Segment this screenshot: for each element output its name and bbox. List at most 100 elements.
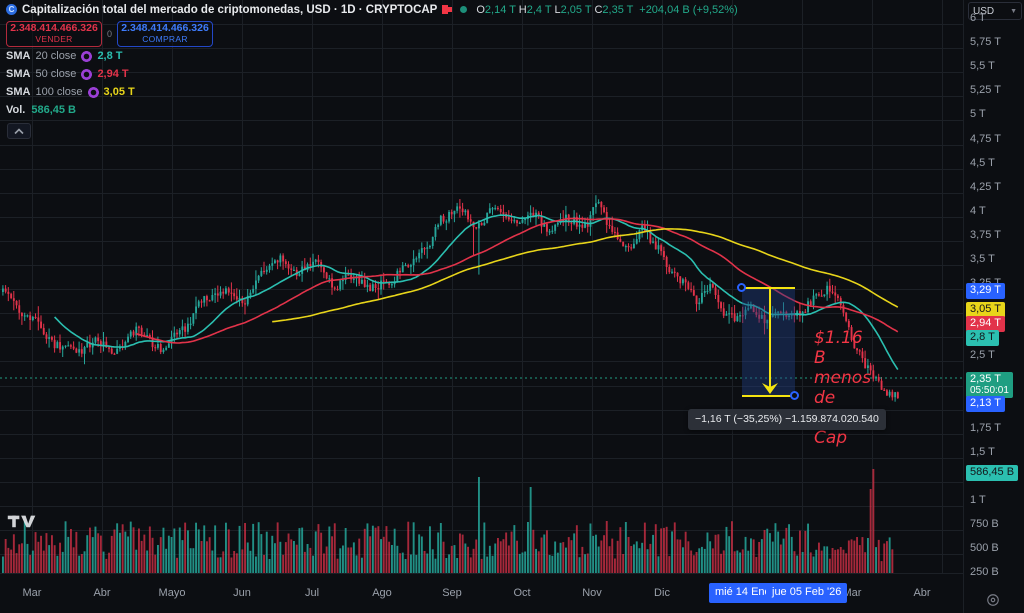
- countdown-timer: 05:50:01: [970, 385, 1009, 396]
- price-tag-value: 2,94 T: [970, 317, 1001, 329]
- grid-line-vertical: [172, 0, 173, 573]
- chart-plot-area[interactable]: $1.16 B menos de Market Cap −1,16 T (−35…: [0, 0, 963, 573]
- refresh-icon[interactable]: [87, 86, 99, 98]
- time-axis-tick: Jun: [233, 587, 251, 599]
- symbol-title-row[interactable]: C Capitalización total del mercado de cr…: [4, 2, 738, 17]
- price-axis-tick: 5,25 T: [970, 84, 1001, 97]
- grid-line-vertical: [802, 0, 803, 573]
- ohlc-low-value: 2,05 T: [560, 3, 592, 16]
- volume-series: [2, 469, 894, 573]
- indicator-name: SMA: [6, 50, 31, 62]
- page-title[interactable]: Capitalización total del mercado de crip…: [22, 3, 438, 16]
- grid-line-vertical: [732, 0, 733, 573]
- refresh-icon[interactable]: [81, 68, 93, 80]
- trade-buttons-row: 2.348.414.466.326 VENDER 0 2.348.414.466…: [4, 21, 738, 47]
- buy-price: 2.348.414.466.326: [121, 22, 209, 34]
- time-axis-tick: Abr: [913, 587, 931, 599]
- cryptocap-logo-icon: C: [6, 4, 17, 15]
- price-tag-value: 2,13 T: [970, 397, 1001, 409]
- indicator-value: 2,94 T: [97, 68, 129, 80]
- time-axis-tick: Jul: [304, 587, 320, 599]
- time-axis-tick: Abr: [93, 587, 111, 599]
- grid-line-horizontal: [0, 289, 963, 290]
- last-price-tag[interactable]: 2,35 T 05:50:01: [966, 372, 1013, 398]
- sell-button[interactable]: 2.348.414.466.326 VENDER: [6, 21, 102, 47]
- ohlc-open-label: O: [476, 3, 485, 16]
- price-axis-tick: 6 T: [970, 12, 986, 24]
- gear-icon[interactable]: [986, 593, 1000, 607]
- time-axis-tick: Mayo: [158, 587, 186, 599]
- grid-line-horizontal: [0, 482, 963, 483]
- price-axis-tick: 5 T: [970, 108, 986, 121]
- time-axis[interactable]: Mar Abr Mayo Jun Jul Ago Sep Oct Nov Dic Mar Abr mi…: [0, 573, 963, 613]
- grid-line-horizontal: [0, 24, 963, 25]
- time-axis-tick: Sep: [442, 587, 462, 599]
- grid-line-horizontal: [0, 506, 963, 507]
- grid-line-horizontal: [0, 530, 963, 531]
- indicator-legend-item[interactable]: SMA 20 close 2,8 T: [4, 47, 738, 65]
- collapse-legend-button[interactable]: [7, 123, 31, 139]
- indicator-args: 20 close: [35, 50, 77, 62]
- chevron-up-icon: [14, 127, 24, 134]
- price-axis[interactable]: USD ▼ 6 T 5,75 T 5,5 T 5,25 T 5 T 4,75 T 4,5 T…: [963, 0, 1024, 613]
- date-badge[interactable]: mié 14 Ene: [709, 583, 777, 603]
- time-axis-tick: Ago: [372, 587, 392, 599]
- market-open-dot-icon: [460, 6, 468, 13]
- grid-line-horizontal: [0, 241, 963, 242]
- price-tag-value: 586,45 B: [970, 466, 1015, 478]
- grid-line-vertical: [942, 0, 943, 573]
- grid-line-horizontal: [0, 48, 963, 49]
- price-axis-tick: 3,5 T: [970, 253, 995, 265]
- time-axis-tick: Mar: [22, 587, 42, 599]
- sma100-price-tag[interactable]: 3,05 T: [966, 302, 1005, 318]
- indicator-legend-item[interactable]: SMA 50 close 2,94 T: [4, 65, 738, 83]
- sma50-price-tag[interactable]: 2,94 T: [966, 316, 1005, 332]
- grid-line-vertical: [312, 0, 313, 573]
- ohlc-high-value: 2,4 T: [526, 3, 552, 16]
- date-badge[interactable]: jue 05 Feb '26: [766, 583, 848, 603]
- sell-label: VENDER: [35, 34, 73, 44]
- volume-legend[interactable]: Vol. 586,45 B: [4, 101, 738, 119]
- sell-price: 2.348.414.466.326: [10, 22, 98, 34]
- grid-line-horizontal: [0, 96, 963, 97]
- price-axis-tick: 5,75 T: [970, 36, 1001, 49]
- grid-line-horizontal: [0, 361, 963, 362]
- indicator-legend-item[interactable]: SMA 100 close 3,05 T: [4, 83, 738, 101]
- grid-line-vertical: [452, 0, 453, 573]
- volume-price-tag[interactable]: 586,45 B: [966, 465, 1019, 481]
- candlestick-icon[interactable]: [442, 4, 453, 15]
- refresh-icon[interactable]: [81, 50, 93, 62]
- ohlc-open-value: 2,14 T: [484, 3, 516, 16]
- volume-legend-value: 586,45 B: [31, 104, 77, 116]
- price-axis-tick: 1 T: [970, 494, 986, 506]
- grid-line-horizontal: [0, 386, 963, 387]
- grid-line-horizontal: [0, 217, 963, 218]
- ohlc-close-value: 2,35 T: [602, 3, 634, 16]
- grid-line-horizontal: [0, 145, 963, 146]
- grid-line-vertical: [102, 0, 103, 573]
- sma20-price-tag[interactable]: 2,8 T: [966, 330, 999, 346]
- currency-selector[interactable]: USD ▼: [968, 2, 1022, 20]
- price-tag-value: 3,29 T: [970, 284, 1001, 296]
- grid-line-horizontal: [0, 410, 963, 411]
- price-axis-tick: 5,5 T: [970, 60, 995, 73]
- price-axis-tick: 250 B: [970, 566, 999, 579]
- chevron-down-icon: ▼: [1010, 7, 1017, 15]
- price-tag-value: 3,05 T: [970, 303, 1001, 315]
- time-axis-tick: Dic: [654, 587, 670, 599]
- spread-value: 0: [107, 29, 113, 39]
- grid-line-horizontal: [0, 434, 963, 435]
- grid-line-vertical: [522, 0, 523, 573]
- tradingview-logo-icon[interactable]: [6, 511, 38, 531]
- measure-price-tag[interactable]: 2,13 T: [966, 396, 1005, 412]
- price-tag-value: 2,35 T: [970, 373, 1001, 385]
- grid-line-horizontal: [0, 193, 963, 194]
- indicator-value: 2,8 T: [97, 50, 123, 62]
- crosshair-price-tag[interactable]: 3,29 T: [966, 283, 1005, 299]
- price-axis-tick: 4,75 T: [970, 132, 1001, 145]
- buy-label: COMPRAR: [142, 34, 188, 44]
- volume-pane[interactable]: [0, 434, 963, 573]
- currency-label: USD: [973, 5, 995, 17]
- buy-button[interactable]: 2.348.414.466.326 COMPRAR: [117, 21, 214, 47]
